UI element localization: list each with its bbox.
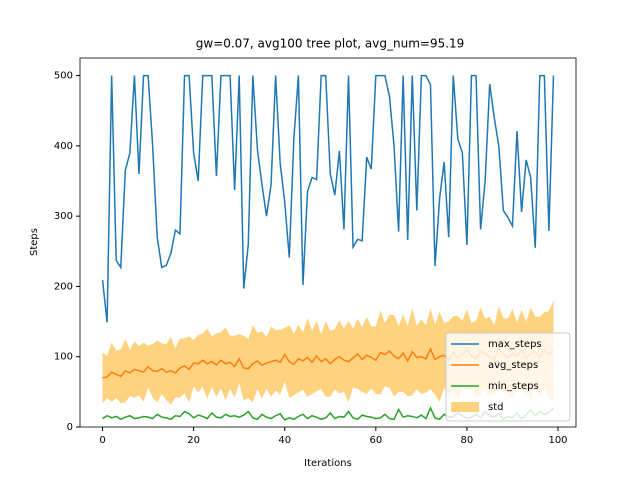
series-line (101, 74, 555, 323)
x-tick-label: 20 (187, 435, 200, 446)
plot-frame (79, 57, 577, 428)
x-axis-label: Iterations (304, 458, 352, 469)
legend-box (445, 332, 571, 422)
x-tick-label: 40 (278, 435, 291, 446)
y-tick-label: 100 (54, 352, 73, 363)
y-tick-label: 0 (67, 422, 73, 433)
chart-title: gw=0.07, avg100 tree plot, avg_num=95.19 (196, 37, 465, 51)
y-tick-label: 300 (54, 211, 73, 222)
legend-label: avg_steps (488, 360, 538, 371)
y-tick-label: 200 (54, 281, 73, 292)
std-band (102, 300, 554, 405)
legend-label: min_steps (488, 381, 539, 392)
legend-swatch (451, 402, 479, 412)
x-tick-label: 80 (461, 435, 474, 446)
legend-label: std (488, 402, 503, 413)
x-tick-label: 100 (548, 435, 567, 446)
x-tick-label: 0 (99, 435, 105, 446)
legend-label: max_steps (488, 339, 542, 350)
y-tick-label: 400 (54, 141, 73, 152)
y-axis-label: Steps (29, 228, 40, 256)
x-tick-label: 60 (369, 435, 382, 446)
y-tick-label: 500 (54, 71, 73, 82)
